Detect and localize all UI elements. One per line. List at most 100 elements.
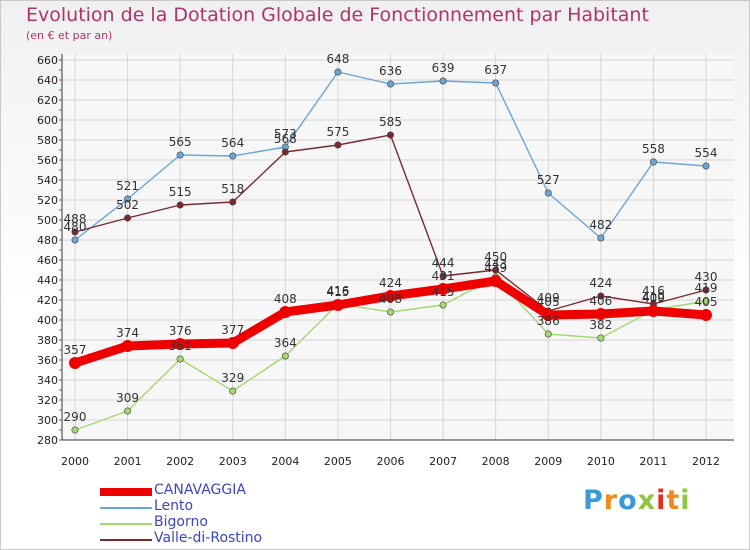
x-tick-label: 2007 bbox=[429, 455, 457, 468]
logo-letter: r bbox=[603, 485, 619, 516]
data-label: 521 bbox=[116, 179, 139, 193]
y-tick-label: 480 bbox=[37, 234, 58, 247]
data-point bbox=[386, 131, 394, 139]
data-label: 488 bbox=[64, 212, 87, 226]
data-label: 382 bbox=[589, 318, 612, 332]
x-tick-label: 2000 bbox=[61, 455, 89, 468]
data-label: 639 bbox=[432, 61, 455, 75]
data-label: 405 bbox=[695, 295, 718, 309]
y-tick-label: 440 bbox=[37, 274, 58, 287]
data-label: 374 bbox=[116, 326, 139, 340]
data-point bbox=[71, 228, 79, 236]
data-label: 431 bbox=[432, 269, 455, 283]
legend-item-valle-di-rostino: Valle-di-Rostino bbox=[100, 530, 360, 548]
data-label: 564 bbox=[221, 136, 244, 150]
data-label: 565 bbox=[169, 135, 192, 149]
data-label: 386 bbox=[537, 314, 560, 328]
y-tick-label: 500 bbox=[37, 214, 58, 227]
data-label: 424 bbox=[379, 276, 402, 290]
legend-swatch-valle-di-rostino bbox=[100, 539, 152, 541]
data-point bbox=[386, 80, 394, 88]
legend-label-valle-di-rostino: Valle-di-Rostino bbox=[154, 530, 263, 546]
data-label: 636 bbox=[379, 64, 402, 78]
data-point bbox=[176, 355, 184, 363]
data-label: 585 bbox=[379, 115, 402, 129]
data-point bbox=[702, 297, 710, 305]
data-label: 444 bbox=[432, 256, 455, 270]
y-tick-label: 620 bbox=[37, 94, 58, 107]
data-label: 480 bbox=[64, 220, 87, 234]
data-point bbox=[176, 201, 184, 209]
logo-letter: P bbox=[583, 485, 604, 516]
data-point bbox=[176, 151, 184, 159]
x-tick-label: 2003 bbox=[219, 455, 247, 468]
data-label: 575 bbox=[326, 125, 349, 139]
y-tick-label: 520 bbox=[37, 194, 58, 207]
y-tick-label: 380 bbox=[37, 334, 58, 347]
data-label: 406 bbox=[589, 294, 612, 308]
data-point bbox=[597, 234, 605, 242]
x-tick-label: 2005 bbox=[324, 455, 352, 468]
data-label: 416 bbox=[642, 284, 665, 298]
data-point bbox=[594, 308, 607, 320]
chart-subtitle: (en € et par an) bbox=[26, 29, 113, 42]
y-tick-label: 360 bbox=[37, 354, 58, 367]
data-point bbox=[174, 338, 187, 350]
data-point bbox=[226, 337, 239, 349]
chart-title: Evolution de la Dotation Globale de Fonc… bbox=[26, 4, 649, 26]
y-tick-label: 400 bbox=[37, 314, 58, 327]
data-point bbox=[384, 290, 397, 302]
y-tick-label: 580 bbox=[37, 134, 58, 147]
logo-letter: x bbox=[637, 485, 657, 516]
data-point bbox=[331, 299, 344, 311]
data-point bbox=[437, 283, 450, 295]
x-tick-label: 2004 bbox=[271, 455, 299, 468]
data-point bbox=[229, 198, 237, 206]
data-point bbox=[124, 214, 132, 222]
data-point bbox=[542, 309, 555, 321]
y-tick-label: 540 bbox=[37, 174, 58, 187]
data-label: 361 bbox=[169, 339, 192, 353]
legend-item-bigorno: Bigorno bbox=[100, 514, 360, 532]
legend-item-canavaggia: CANAVAGGIA bbox=[100, 482, 360, 500]
data-point bbox=[702, 162, 710, 170]
data-label: 450 bbox=[484, 250, 507, 264]
logo-letter: i bbox=[680, 485, 691, 516]
data-label: 408 bbox=[379, 292, 402, 306]
data-point bbox=[597, 292, 605, 300]
logo-letter: t bbox=[666, 485, 681, 516]
data-point bbox=[281, 148, 289, 156]
data-label: 408 bbox=[274, 292, 297, 306]
data-point bbox=[124, 407, 132, 415]
y-tick-label: 420 bbox=[37, 294, 58, 307]
y-tick-label: 600 bbox=[37, 114, 58, 127]
proxiti-logo: Proxiti bbox=[583, 485, 691, 516]
data-point bbox=[492, 79, 500, 87]
x-tick-label: 2008 bbox=[482, 455, 510, 468]
y-tick-label: 280 bbox=[37, 434, 58, 447]
data-label: 329 bbox=[221, 371, 244, 385]
data-point bbox=[334, 68, 342, 76]
data-point bbox=[647, 305, 660, 317]
legend-swatch-lento bbox=[100, 507, 152, 509]
y-tick-label: 340 bbox=[37, 374, 58, 387]
data-point bbox=[124, 195, 132, 203]
data-label: 377 bbox=[221, 323, 244, 337]
data-point bbox=[439, 272, 447, 280]
data-point bbox=[597, 334, 605, 342]
data-label: 309 bbox=[116, 391, 139, 405]
x-tick-label: 2012 bbox=[692, 455, 720, 468]
data-label: 415 bbox=[432, 285, 455, 299]
data-point bbox=[279, 306, 292, 318]
data-point bbox=[439, 77, 447, 85]
data-label: 430 bbox=[695, 270, 718, 284]
data-point bbox=[544, 330, 552, 338]
data-point bbox=[544, 189, 552, 197]
data-label: 527 bbox=[537, 173, 560, 187]
data-point bbox=[386, 308, 394, 316]
legend-item-lento: Lento bbox=[100, 498, 360, 516]
data-label: 573 bbox=[274, 127, 297, 141]
data-point bbox=[71, 236, 79, 244]
plot-area bbox=[62, 54, 734, 440]
